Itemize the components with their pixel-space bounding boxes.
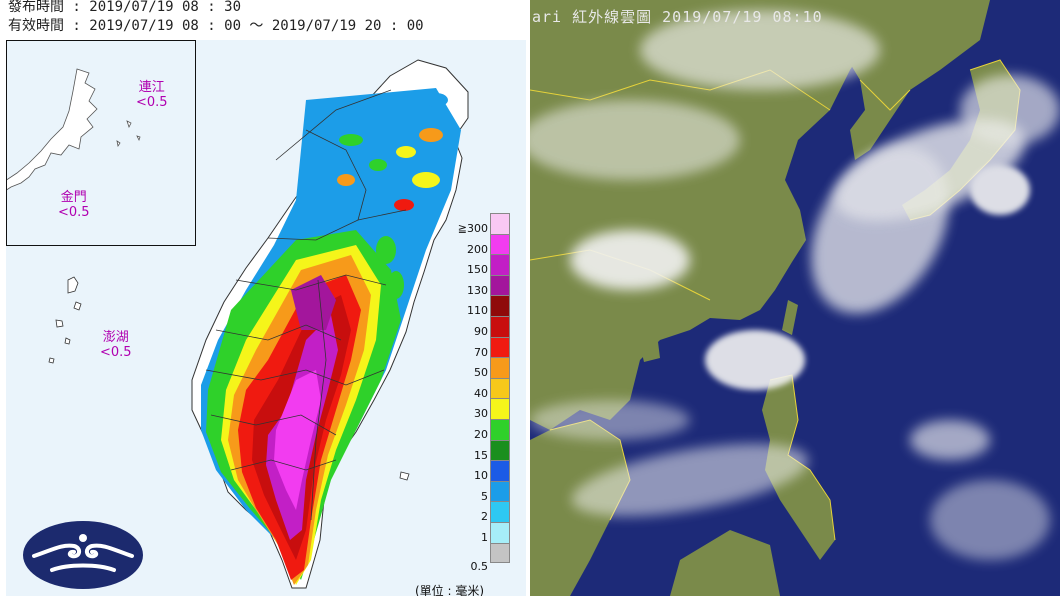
inset-matsu-kinmen bbox=[6, 40, 196, 246]
label-kinmen: 金門 <0.5 bbox=[58, 190, 90, 220]
legend-label: 90 bbox=[474, 325, 488, 338]
rainfall-map bbox=[6, 40, 526, 596]
legend-label: 15 bbox=[474, 448, 488, 462]
legend-label: 1 bbox=[481, 531, 488, 544]
legend-swatch bbox=[490, 377, 510, 399]
legend-label: 2 bbox=[481, 510, 488, 524]
legend-label: 0.5 bbox=[470, 559, 489, 573]
rain-band-130mm bbox=[291, 275, 336, 330]
legend-swatch bbox=[490, 398, 510, 419]
county-boundaries bbox=[205, 89, 407, 521]
unit-label: (單位 : 毫米) bbox=[415, 584, 485, 596]
label-lianjiang: 連江 <0.5 bbox=[136, 80, 168, 110]
legend-swatch bbox=[490, 315, 510, 337]
satellite-image-svg bbox=[530, 0, 1060, 596]
legend-label: 10 bbox=[474, 469, 488, 483]
borneo bbox=[670, 530, 780, 596]
cwb-cloud-logo-icon bbox=[22, 520, 144, 590]
cloud-cover bbox=[530, 10, 1060, 560]
taiwan-island bbox=[782, 300, 798, 335]
legend-swatch bbox=[490, 357, 510, 378]
legend-label: 110 bbox=[467, 304, 488, 318]
rainfall-legend bbox=[490, 213, 512, 564]
legend-swatch bbox=[490, 418, 510, 440]
legend-label: 40 bbox=[474, 386, 488, 400]
legend-swatch bbox=[490, 254, 510, 275]
legend-swatch bbox=[490, 213, 510, 234]
legend-swatch bbox=[490, 233, 510, 255]
northern-rain-cells bbox=[337, 93, 448, 299]
satellite-image-panel: ari 紅外線雲圖 2019/07/19 08:10 bbox=[530, 0, 1060, 596]
legend-swatch bbox=[490, 295, 510, 316]
legend-swatch bbox=[490, 274, 510, 296]
legend-label: ≧300 bbox=[457, 222, 488, 235]
legend-swatch bbox=[490, 521, 510, 543]
rainfall-map-panel: 發布時間 : 2019/07/19 08 : 30 有效時間 : 2019/07… bbox=[0, 0, 528, 596]
issue-time: 發布時間 : 2019/07/19 08 : 30 bbox=[8, 0, 242, 15]
legend-label: 200 bbox=[467, 242, 488, 256]
penghu-islands bbox=[48, 276, 410, 481]
rain-band-200mm bbox=[274, 370, 321, 510]
legend-swatch bbox=[490, 480, 510, 502]
legend-label: 70 bbox=[474, 345, 488, 359]
hainan-island bbox=[640, 342, 660, 362]
legend-swatch bbox=[490, 460, 510, 481]
legend-label: 130 bbox=[467, 283, 488, 297]
legend-swatch bbox=[490, 501, 510, 522]
korea-manchuria bbox=[848, 0, 990, 160]
legend-swatch bbox=[490, 439, 510, 461]
legend-label: 50 bbox=[474, 366, 488, 380]
satellite-title: ari 紅外線雲圖 2019/07/19 08:10 bbox=[532, 8, 823, 26]
legend-swatch bbox=[490, 336, 510, 358]
label-penghu: 澎湖 <0.5 bbox=[100, 330, 132, 360]
legend-label: 5 bbox=[481, 489, 488, 503]
valid-time: 有效時間 : 2019/07/19 08 : 00 ～ 2019/07/19 2… bbox=[8, 18, 424, 34]
inset-coastline-svg bbox=[7, 68, 141, 191]
legend-swatch bbox=[490, 542, 510, 564]
taiwan-rainfall-svg bbox=[48, 59, 469, 589]
legend-label: 150 bbox=[467, 263, 488, 277]
legend-label: 30 bbox=[474, 407, 488, 421]
legend-label: 20 bbox=[474, 428, 488, 441]
